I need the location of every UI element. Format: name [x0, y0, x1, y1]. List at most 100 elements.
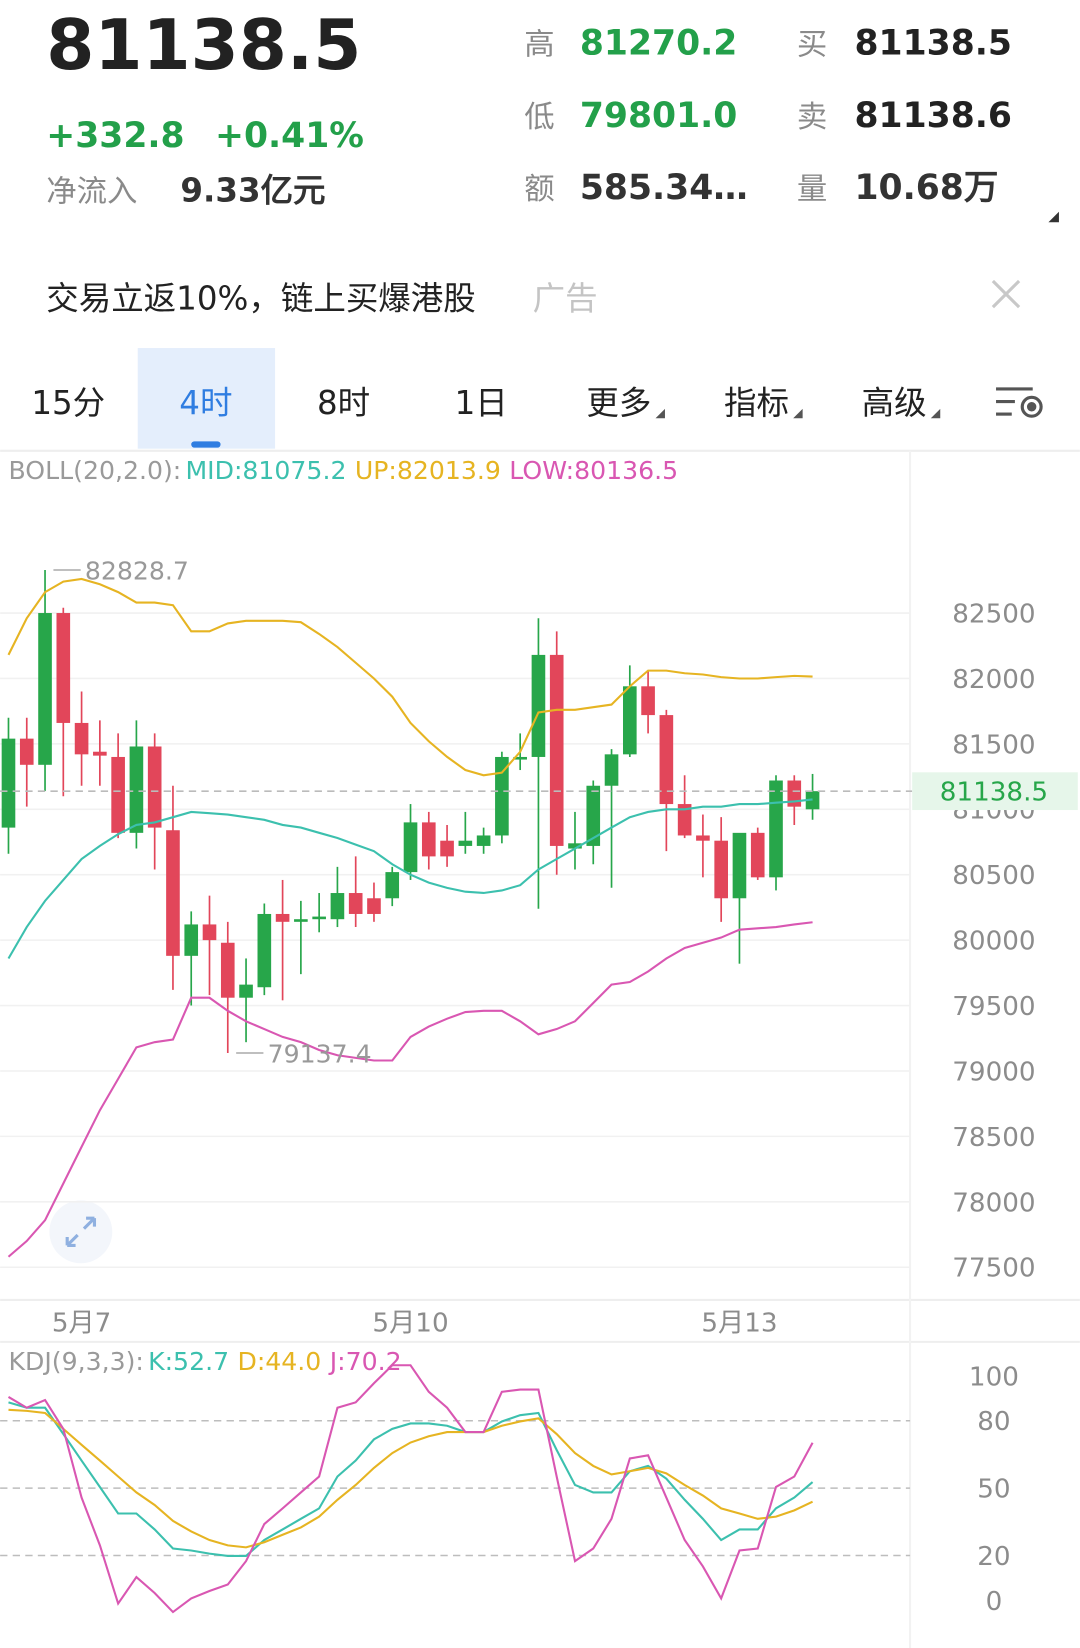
candle-body [348, 893, 363, 914]
candle-body [239, 984, 253, 998]
candle-body [275, 913, 290, 922]
indicator-line [8, 1401, 814, 1558]
net-inflow-label: 净流入 [46, 174, 137, 209]
candle-body [257, 913, 272, 988]
candle-body [531, 654, 546, 757]
x-tick-label: 5月13 [701, 1308, 777, 1338]
stat-label: 额 [524, 172, 554, 207]
indicator-line [7, 921, 813, 1258]
candle-body [568, 843, 582, 849]
legend-entry: LOW:80136.5 [509, 456, 678, 485]
candle-body [147, 746, 162, 828]
y-tick-label: 79000 [952, 1057, 1035, 1087]
legend-entry: D:44.0 [237, 1347, 321, 1376]
candle-body [129, 746, 144, 833]
candle-body [604, 754, 619, 786]
candle-body [513, 756, 527, 760]
tab[interactable]: 高级 [862, 384, 927, 422]
last-price-box [912, 772, 1078, 811]
candle-body [19, 738, 34, 765]
candle-body [202, 924, 217, 941]
candle-body [330, 893, 345, 920]
plot-area [7, 1364, 814, 1614]
candle-body [622, 686, 637, 755]
ad-close[interactable] [991, 279, 1021, 309]
candle-body [74, 722, 89, 755]
candle-body [476, 835, 491, 846]
tab-underline [191, 441, 221, 448]
candle-body [184, 924, 199, 956]
stat-value: 81138.5 [855, 24, 1012, 64]
fullscreen-button[interactable] [49, 1200, 113, 1264]
candle-body [440, 840, 454, 857]
tab[interactable]: 4时 [179, 384, 232, 422]
candle-body [586, 785, 601, 846]
expand-triangle[interactable] [1048, 211, 1059, 223]
x-tick-label: 5月7 [52, 1308, 112, 1338]
y-tick-label: 50 [977, 1475, 1010, 1505]
y-tick-label: 80500 [952, 861, 1035, 891]
indicator-line [7, 1364, 814, 1614]
chart-settings[interactable] [996, 387, 1043, 418]
legend: BOLL(20,2.0): MID:81075.2 UP:82013.9 LOW:80… [8, 456, 678, 485]
y-tick-label: 79500 [952, 992, 1035, 1022]
candle-body [294, 919, 308, 922]
tab-highlight [137, 348, 276, 449]
legend-entry: J:70.2 [328, 1347, 402, 1376]
extreme-label: 79137.4 [268, 1039, 372, 1068]
candle-body [312, 916, 326, 920]
legend-entry: K:52.7 [148, 1347, 229, 1376]
tab[interactable]: 8时 [317, 384, 370, 422]
legend-entry: MID:81075.2 [185, 456, 346, 485]
candle-body [750, 832, 765, 878]
y-tick-label: 78000 [952, 1188, 1035, 1218]
indicator-line [7, 798, 813, 960]
indicator-line [8, 1408, 814, 1549]
ad-text[interactable]: 交易立返10%，链上买爆港股 [46, 279, 476, 317]
candle-body [38, 613, 52, 765]
y-tick-label: 78500 [952, 1123, 1035, 1153]
candle-body [696, 835, 710, 841]
candle-body [769, 780, 783, 878]
price-change-percent: +0.41% [215, 116, 364, 156]
last-price: 81138.5 [46, 6, 361, 86]
indicator-line [7, 577, 813, 777]
y-tick-label: 80 [977, 1407, 1010, 1437]
legend-entry: UP:82013.9 [355, 456, 501, 485]
tab[interactable]: 1日 [455, 384, 508, 422]
stat-label: 卖 [797, 100, 827, 135]
candle-body [495, 756, 509, 836]
candle-body [166, 830, 180, 956]
y-tick-label: 82000 [952, 665, 1035, 695]
y-tick-label: 0 [986, 1587, 1003, 1617]
stat-label: 量 [797, 172, 827, 207]
candle-body [677, 804, 692, 836]
stat-label: 低 [524, 100, 554, 135]
stat-value: 585.34… [580, 168, 748, 208]
candle-body [93, 751, 107, 756]
price-change: +332.8 [46, 116, 184, 156]
candle-body [1, 738, 16, 828]
stat-label: 高 [524, 28, 554, 63]
candle-body [732, 832, 747, 899]
stat-label: 买 [797, 28, 827, 63]
candle-body [641, 686, 655, 716]
ad-tag: 广告 [533, 279, 598, 317]
last-price-label: 81138.5 [940, 778, 1048, 808]
candle-body [111, 756, 125, 833]
stat-value: 81270.2 [580, 24, 738, 64]
tab[interactable]: 指标 [724, 384, 789, 422]
net-inflow: 9.33亿元 [180, 171, 325, 209]
candle-body [549, 654, 564, 846]
tab[interactable]: 更多 [586, 384, 651, 422]
candle-body [714, 840, 728, 899]
y-tick-label: 82500 [952, 599, 1035, 629]
x-tick-label: 5月10 [372, 1308, 448, 1338]
stat-value: 81138.6 [855, 96, 1012, 136]
candle-body [56, 613, 71, 723]
candle-body [458, 840, 473, 846]
tab[interactable]: 15分 [31, 384, 105, 422]
y-tick-label: 80000 [952, 927, 1035, 957]
